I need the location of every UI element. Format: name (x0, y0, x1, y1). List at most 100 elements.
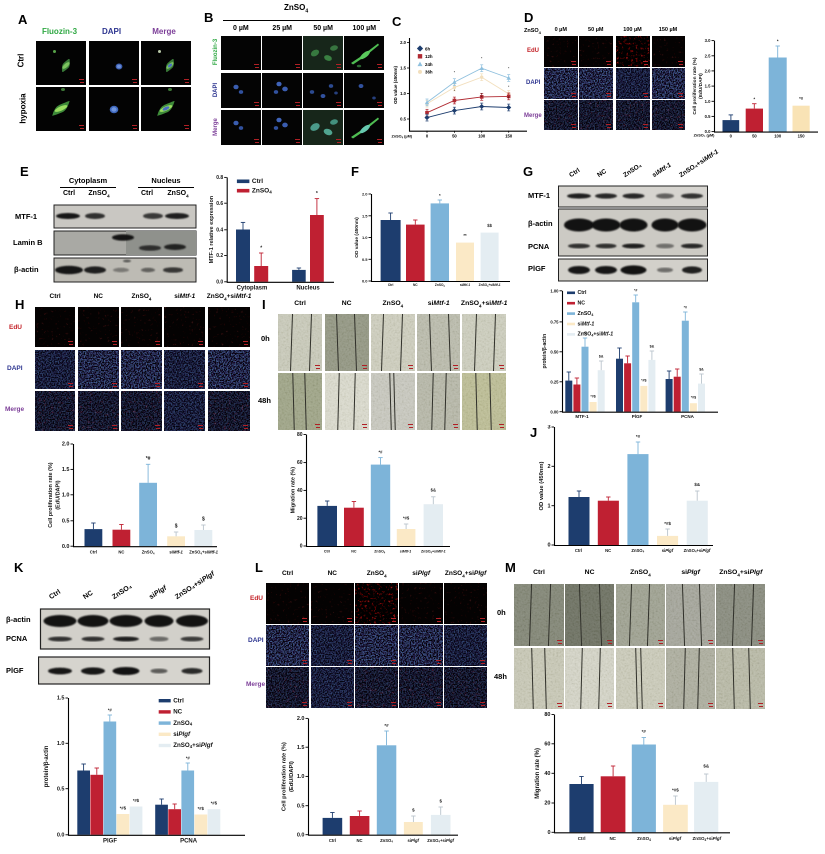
svg-text:$&: $& (699, 368, 704, 372)
svg-text:24h: 24h (425, 62, 433, 67)
svg-text:*#: *# (583, 332, 586, 336)
svg-text:ZnSO4: ZnSO4 (578, 311, 594, 317)
svg-text:1.5: 1.5 (400, 66, 406, 71)
svg-text:1.5: 1.5 (297, 745, 305, 751)
svg-text:ZnSO4 (µM): ZnSO4 (µM) (392, 135, 413, 140)
svg-text:*: * (481, 92, 483, 96)
svg-text:50: 50 (752, 134, 757, 139)
svg-text:0: 0 (547, 830, 550, 836)
svg-text:0: 0 (547, 543, 550, 549)
svg-text:60: 60 (297, 460, 303, 466)
svg-text:siMtf-1: siMtf-1 (578, 321, 595, 327)
svg-text:ZnSO4: ZnSO4 (631, 548, 644, 554)
svg-text:Cell proliferation rate (%): Cell proliferation rate (%) (48, 462, 54, 528)
svg-text:0.4: 0.4 (216, 227, 223, 233)
svg-text:*#$: *#$ (664, 521, 671, 526)
svg-text:1.0: 1.0 (705, 99, 711, 104)
svg-text:PlGF: PlGF (103, 839, 117, 845)
svg-text:1.0: 1.0 (362, 235, 368, 240)
svg-text:0.6: 0.6 (216, 201, 223, 207)
svg-text:0.0: 0.0 (216, 279, 223, 285)
svg-text:NC: NC (356, 838, 362, 843)
svg-text:*#$: *#$ (641, 378, 646, 382)
svg-text:NC: NC (351, 550, 357, 554)
svg-text:100: 100 (774, 134, 782, 139)
svg-text:*#: *# (379, 450, 384, 455)
svg-text:NC: NC (578, 301, 586, 307)
svg-text:0.0: 0.0 (297, 832, 305, 838)
svg-text:80: 80 (544, 712, 550, 718)
svg-text:*: * (481, 57, 483, 61)
svg-text:siMtf-1: siMtf-1 (460, 283, 471, 287)
svg-text:$: $ (202, 517, 205, 523)
svg-text:3: 3 (547, 425, 550, 431)
svg-text:2.0: 2.0 (297, 716, 305, 722)
svg-text:*#: *# (642, 729, 647, 734)
svg-text:*: * (260, 246, 262, 252)
svg-text:0: 0 (426, 134, 429, 139)
svg-text:*#$: *#$ (672, 788, 679, 793)
svg-text:0.5: 0.5 (400, 117, 406, 122)
svg-text:siMtf-1: siMtf-1 (169, 550, 183, 555)
svg-text:OD value (450nm): OD value (450nm) (354, 217, 360, 258)
svg-text:*#: *# (636, 434, 641, 439)
svg-text:0: 0 (300, 544, 303, 550)
svg-text:siMtf-1: siMtf-1 (400, 550, 412, 554)
svg-text:$&: $& (599, 355, 604, 359)
svg-text:150: 150 (798, 134, 806, 139)
svg-text:Ctrl: Ctrl (329, 838, 336, 843)
svg-text:Cell proliferation rate (%): Cell proliferation rate (%) (282, 742, 288, 811)
svg-text:2.0: 2.0 (705, 69, 711, 74)
svg-text:ZnSO4+siPlgf: ZnSO4+siPlgf (173, 742, 213, 749)
svg-text:0.25: 0.25 (550, 379, 559, 384)
svg-text:$: $ (412, 808, 415, 813)
svg-text:0.75: 0.75 (550, 320, 559, 325)
svg-text:0.0: 0.0 (362, 279, 368, 284)
svg-text:*: * (454, 89, 456, 93)
svg-text:ZnSO4: ZnSO4 (435, 283, 446, 288)
svg-text:0.50: 0.50 (550, 349, 559, 354)
svg-text:*: * (777, 39, 779, 44)
svg-text:$$: $$ (487, 223, 492, 228)
svg-text:siPlgf: siPlgf (669, 836, 682, 841)
svg-text:$: $ (175, 524, 178, 530)
svg-text:1.5: 1.5 (705, 84, 711, 89)
svg-text:ZnSO4+siPlgf: ZnSO4+siPlgf (692, 836, 721, 842)
svg-text:NC: NC (413, 283, 418, 287)
svg-text:0.5: 0.5 (297, 803, 305, 809)
svg-text:12h: 12h (425, 54, 433, 59)
svg-text:*#: *# (108, 708, 113, 713)
svg-text:NC: NC (118, 550, 124, 555)
svg-text:50: 50 (452, 134, 457, 139)
svg-text:ZnSO4+siMtf-1: ZnSO4+siMtf-1 (479, 283, 501, 288)
svg-text:ZnSO4+siMtf-1: ZnSO4+siMtf-1 (189, 550, 218, 556)
svg-text:Nucleus: Nucleus (296, 286, 320, 292)
svg-text:PCNA: PCNA (180, 839, 198, 845)
svg-text:Cytoplasm: Cytoplasm (237, 286, 268, 292)
svg-text:$&: $& (694, 482, 701, 487)
svg-text:3.0: 3.0 (705, 38, 711, 43)
svg-text:*#$: *#$ (691, 396, 696, 400)
svg-text:ZnSO4: ZnSO4 (142, 550, 155, 556)
svg-text:*#: *# (186, 756, 191, 761)
svg-text:*#: *# (146, 456, 151, 462)
svg-text:$&: $& (650, 345, 655, 349)
svg-text:NC: NC (609, 836, 616, 841)
svg-text:MTF-1: MTF-1 (575, 414, 589, 419)
svg-text:0.0: 0.0 (62, 544, 70, 550)
svg-text:6h: 6h (425, 46, 430, 51)
svg-text:0.0: 0.0 (57, 832, 65, 838)
svg-text:*#$: *#$ (198, 806, 205, 811)
svg-text:ZnSO₄ (µM): ZnSO₄ (µM) (694, 134, 716, 138)
svg-text:(EdU/DAPI): (EdU/DAPI) (698, 73, 704, 99)
svg-text:siPlgf: siPlgf (407, 838, 419, 843)
svg-text:0.00: 0.00 (550, 409, 559, 414)
svg-text:1.0: 1.0 (57, 741, 65, 747)
svg-text:0.5: 0.5 (62, 518, 70, 524)
svg-text:100: 100 (478, 134, 486, 139)
svg-text:*: * (508, 67, 510, 71)
svg-text:20: 20 (544, 801, 550, 807)
svg-text:40: 40 (544, 771, 550, 777)
svg-text:1.00: 1.00 (550, 288, 559, 293)
svg-text:0.0: 0.0 (705, 129, 711, 134)
